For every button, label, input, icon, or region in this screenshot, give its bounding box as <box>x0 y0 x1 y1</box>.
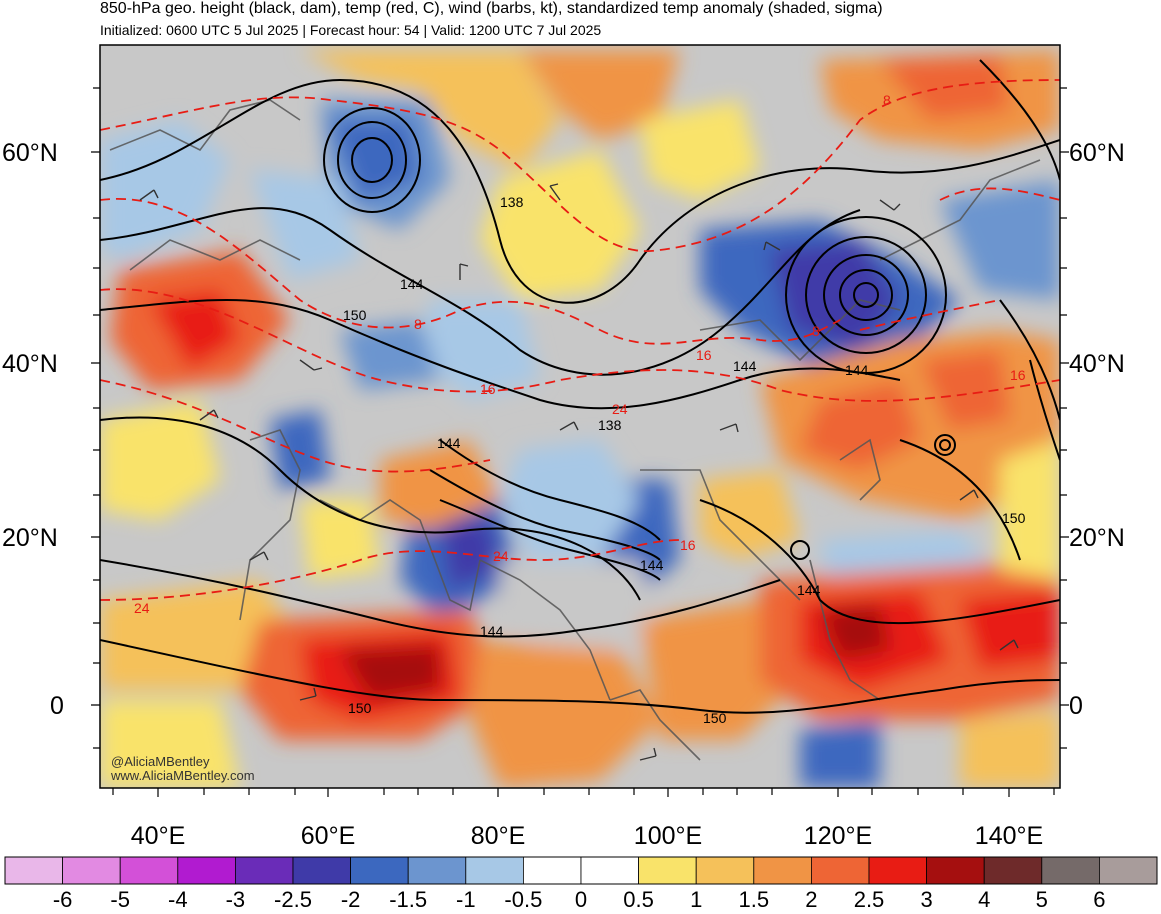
colorbar-label: 0 <box>574 887 588 912</box>
temp-label: 16 <box>480 381 496 397</box>
colorbar-label: -4 <box>168 887 188 912</box>
colorbar-label: 1 <box>690 887 703 912</box>
lat-label-20n-left: 20°N <box>2 524 58 552</box>
temp-label: 16 <box>1010 367 1026 383</box>
colorbar-swatch <box>350 856 409 885</box>
colorbar-label: -1.5 <box>389 887 428 912</box>
colorbar-swatch <box>292 856 351 885</box>
colorbar-label: 0.5 <box>623 887 654 912</box>
colorbar <box>4 856 1158 885</box>
height-label: 150 <box>343 307 367 323</box>
colorbar-label: -6 <box>52 887 73 912</box>
lat-label-60n-left: 60°N <box>2 139 58 167</box>
credit-site: www.AliciaMBentley.com <box>111 768 255 783</box>
lon-label-80e: 80°E <box>470 822 526 850</box>
temp-label: 24 <box>612 401 628 417</box>
colorbar-swatch <box>811 856 870 885</box>
colorbar-swatch <box>407 856 467 885</box>
height-label: 138 <box>598 417 622 433</box>
colorbar-swatch <box>177 856 236 885</box>
colorbar-label: 5 <box>1035 887 1048 912</box>
coastlines <box>109 99 1041 761</box>
colorbar-swatch <box>4 856 63 885</box>
lat-label-40n-left: 40°N <box>2 350 58 378</box>
height-labels: 138 144 150 144 144 144 138 144 144 144 … <box>343 194 1026 726</box>
lon-label-140e: 140°E <box>974 822 1044 850</box>
wind-barbs <box>139 183 1019 761</box>
colorbar-label: -5 <box>110 887 130 912</box>
height-label: 150 <box>1002 510 1026 526</box>
height-label: 144 <box>437 435 461 451</box>
height-label: 144 <box>400 276 424 292</box>
colorbar-swatch <box>580 856 639 885</box>
lon-label-100e: 100°E <box>633 822 703 850</box>
colorbar-swatch <box>926 856 985 885</box>
temp-contours <box>100 79 1060 601</box>
colorbar-label: -2 <box>340 887 361 912</box>
colorbar-swatch <box>62 856 121 885</box>
colorbar-label: 4 <box>978 887 991 912</box>
temp-labels: 8 8 16 16 24 24 16 8 24 16 <box>134 92 1026 616</box>
temp-label: 24 <box>134 600 150 616</box>
height-label: 144 <box>733 358 757 374</box>
colorbar-label: -0.5 <box>504 887 543 912</box>
lat-label-0-left: 0 <box>50 692 64 720</box>
lat-label-40n-right: 40°N <box>1069 350 1125 378</box>
anomaly-shading <box>100 50 1060 788</box>
height-label: 150 <box>348 700 372 716</box>
map-field: 138 144 150 144 144 144 138 144 144 144 … <box>100 45 1060 788</box>
colorbar-label: 3 <box>920 887 933 912</box>
colorbar-label: -3 <box>225 887 246 912</box>
height-contours <box>100 59 1060 714</box>
lat-label-20n-right: 20°N <box>1069 524 1125 552</box>
temp-label: 8 <box>414 316 422 332</box>
map-frame <box>99 44 1061 789</box>
colorbar-label: -1 <box>456 887 476 912</box>
credit-handle: @AliciaMBentley <box>111 754 210 769</box>
lon-label-60e: 60°E <box>300 822 356 850</box>
colorbar-swatch <box>1041 856 1100 885</box>
colorbar-label: 6 <box>1093 887 1106 912</box>
colorbar-swatch <box>1099 856 1158 885</box>
height-label: 144 <box>845 362 869 378</box>
temp-label: 16 <box>696 347 712 363</box>
lat-label-0-right: 0 <box>1069 692 1083 720</box>
colorbar-swatch <box>983 856 1043 885</box>
colorbar-label: -2.5 <box>274 887 312 912</box>
colorbar-swatch <box>753 856 812 885</box>
map-title: 850-hPa geo. height (black, dam), temp (… <box>100 0 883 17</box>
colorbar-swatch <box>638 856 697 885</box>
height-label: 150 <box>703 710 727 726</box>
temp-label: 8 <box>883 92 891 108</box>
temp-label: 16 <box>680 537 696 553</box>
temp-label: 8 <box>812 323 820 339</box>
temp-label: 24 <box>493 548 509 564</box>
colorbar-swatch <box>234 856 294 885</box>
map-subtitle: Initialized: 0600 UTC 5 Jul 2025 | Forec… <box>100 22 602 38</box>
colorbar-swatch <box>868 856 927 885</box>
lon-label-120e: 120°E <box>803 822 873 850</box>
colorbar-swatch <box>695 856 755 885</box>
lat-label-60n-right: 60°N <box>1069 139 1125 167</box>
height-label: 144 <box>640 557 664 573</box>
colorbar-swatch <box>523 856 582 885</box>
height-label: 144 <box>480 623 504 639</box>
lon-label-40e: 40°E <box>130 822 186 850</box>
axis-ticks <box>91 87 1069 797</box>
colorbar-label: 2 <box>805 887 818 912</box>
colorbar-swatch <box>119 856 179 885</box>
height-label: 138 <box>500 194 524 210</box>
height-label: 144 <box>797 582 821 598</box>
colorbar-label: 2.5 <box>853 887 885 912</box>
colorbar-swatch <box>465 856 524 885</box>
colorbar-label: 1.5 <box>738 887 770 912</box>
